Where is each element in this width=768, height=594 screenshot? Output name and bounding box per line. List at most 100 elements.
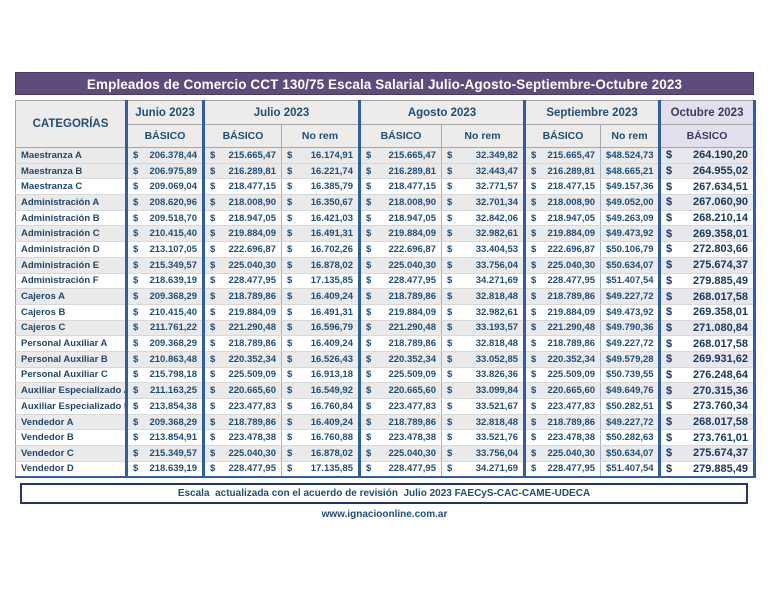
currency-symbol: $	[287, 196, 293, 208]
julio-norem-cell: $17.135,85	[281, 272, 360, 290]
julio-norem-cell: $16.409,24	[281, 335, 360, 352]
currency-symbol: $	[366, 338, 372, 350]
month-header-junio: Junio 2023	[125, 100, 204, 125]
category-cell: Maestranza C	[15, 178, 127, 196]
table-row: Administración A $208.620,96 $218.008,90…	[15, 194, 757, 211]
currency-symbol: $	[366, 243, 372, 255]
junio-basico-cell: $213.107,05	[125, 241, 204, 258]
subheader-septiembre-basico: BÁSICO	[523, 124, 602, 148]
currency-symbol: $	[606, 416, 612, 428]
julio-basico-cell: $216.289,81	[202, 162, 282, 180]
subheader-septiembre-norem: No rem	[600, 124, 661, 148]
currency-symbol: $	[133, 463, 139, 475]
junio-basico-cell: $208.620,96	[125, 194, 204, 211]
currency-symbol: $	[287, 165, 293, 177]
category-cell: Cajeros C	[15, 319, 127, 337]
agosto-norem-cell: $32.982,61	[440, 225, 526, 243]
currency-symbol: $	[531, 353, 537, 365]
currency-symbol: $	[287, 416, 293, 428]
julio-basico-cell: $218.789,86	[202, 413, 282, 431]
julio-norem-cell: $16.596,79	[281, 319, 360, 337]
julio-basico-cell: $223.478,38	[202, 429, 282, 447]
junio-basico-cell: $215.798,18	[125, 366, 204, 384]
octubre-basico-cell: $273.760,34	[658, 398, 757, 415]
agosto-norem-cell: $32.701,34	[440, 194, 526, 211]
junio-basico-cell: $213.854,38	[125, 398, 204, 415]
category-cell: Vendedor B	[15, 429, 127, 447]
currency-symbol: $	[133, 181, 139, 193]
julio-norem-cell: $16.549,92	[281, 382, 360, 399]
category-cell: Vendedor A	[15, 413, 127, 431]
septiembre-norem-cell: $49.579,28	[600, 350, 661, 368]
junio-basico-cell: $210.863,48	[125, 350, 204, 368]
category-cell: Administración A	[15, 194, 127, 211]
junio-basico-cell: $209.368,29	[125, 413, 204, 431]
table-row: Vendedor C $215.349,57 $225.040,30 $16.8…	[15, 445, 757, 462]
junio-basico-cell: $215.349,57	[125, 445, 204, 462]
currency-symbol: $	[447, 385, 453, 397]
junio-basico-cell: $218.639,19	[125, 460, 204, 478]
currency-symbol: $	[366, 369, 372, 381]
octubre-basico-cell: $271.080,84	[658, 319, 757, 337]
julio-norem-cell: $16.702,26	[281, 241, 360, 258]
agosto-norem-cell: $32.349,82	[440, 147, 526, 164]
octubre-basico-cell: $279.885,49	[658, 460, 757, 478]
currency-symbol: $	[447, 149, 453, 161]
currency-symbol: $	[447, 243, 453, 255]
table-row: Administración D $213.107,05 $222.696,87…	[15, 241, 757, 258]
currency-symbol: $	[133, 432, 139, 444]
julio-basico-cell: $220.665,60	[202, 382, 282, 399]
agosto-norem-cell: $33.756,04	[440, 445, 526, 462]
julio-basico-cell: $225.509,09	[202, 366, 282, 384]
agosto-norem-cell: $33.756,04	[440, 256, 526, 274]
currency-symbol: $	[133, 385, 139, 397]
table-row: Administración F $218.639,19 $228.477,95…	[15, 272, 757, 290]
agosto-basico-cell: $228.477,95	[358, 272, 442, 290]
currency-symbol: $	[666, 274, 673, 287]
currency-symbol: $	[531, 385, 537, 397]
septiembre-basico-cell: $218.789,86	[523, 335, 602, 352]
salary-scale-sheet: Empleados de Comercio CCT 130/75 Escala …	[15, 72, 757, 520]
currency-symbol: $	[133, 322, 139, 334]
table-row: Vendedor D $218.639,19 $228.477,95 $17.1…	[15, 460, 757, 478]
currency-symbol: $	[210, 228, 216, 240]
page-title: Empleados de Comercio CCT 130/75 Escala …	[15, 72, 754, 95]
junio-basico-cell: $209.069,04	[125, 178, 204, 196]
currency-symbol: $	[366, 165, 372, 177]
currency-symbol: $	[133, 291, 139, 303]
currency-symbol: $	[531, 228, 537, 240]
currency-symbol: $	[666, 353, 673, 366]
currency-symbol: $	[447, 322, 453, 334]
currency-symbol: $	[666, 384, 673, 397]
category-cell: Administración B	[15, 209, 127, 227]
currency-symbol: $	[210, 306, 216, 318]
category-cell: Administración E	[15, 256, 127, 274]
currency-symbol: $	[447, 400, 453, 412]
currency-symbol: $	[366, 181, 372, 193]
septiembre-norem-cell: $49.227,72	[600, 413, 661, 431]
julio-norem-cell: $16.174,91	[281, 147, 360, 164]
currency-symbol: $	[287, 275, 293, 287]
septiembre-norem-cell: $49.473,92	[600, 303, 661, 321]
currency-symbol: $	[531, 338, 537, 350]
currency-symbol: $	[666, 337, 673, 350]
table-header: CATEGORÍAS Junio 2023 Julio 2023 Agosto …	[15, 100, 757, 148]
julio-basico-cell: $218.477,15	[202, 178, 282, 196]
currency-symbol: $	[366, 149, 372, 161]
currency-symbol: $	[606, 149, 612, 161]
junio-basico-cell: $209.368,29	[125, 335, 204, 352]
agosto-basico-cell: $225.040,30	[358, 445, 442, 462]
currency-symbol: $	[606, 275, 612, 287]
septiembre-norem-cell: $49.227,72	[600, 288, 661, 305]
currency-symbol: $	[606, 369, 612, 381]
currency-symbol: $	[666, 416, 673, 429]
currency-symbol: $	[366, 353, 372, 365]
currency-symbol: $	[666, 400, 673, 413]
agosto-basico-cell: $218.947,05	[358, 209, 442, 227]
septiembre-norem-cell: $50.634,07	[600, 445, 661, 462]
agosto-basico-cell: $216.289,81	[358, 162, 442, 180]
currency-symbol: $	[447, 369, 453, 381]
currency-symbol: $	[606, 463, 612, 475]
octubre-basico-cell: $264.190,20	[658, 147, 757, 164]
septiembre-norem-cell: $49.157,36	[600, 178, 661, 196]
